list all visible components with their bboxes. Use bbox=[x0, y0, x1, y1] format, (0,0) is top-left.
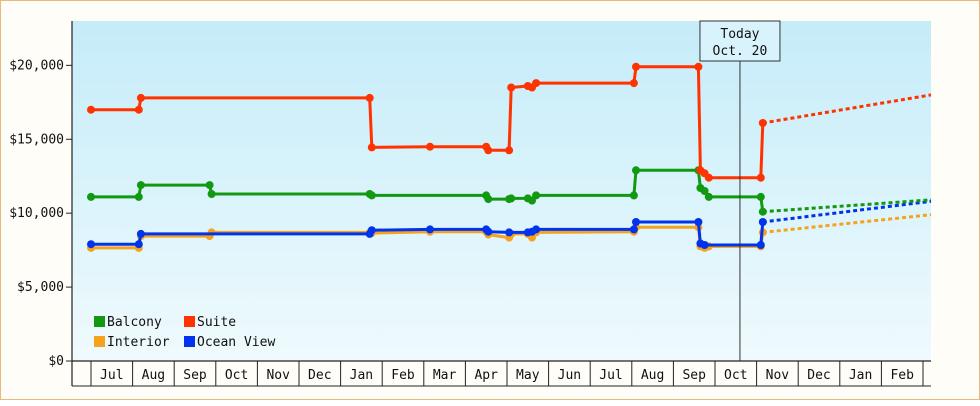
month-label: Mar bbox=[433, 368, 457, 383]
data-point bbox=[134, 192, 143, 201]
forecast-line bbox=[762, 93, 932, 125]
data-point bbox=[704, 173, 713, 182]
data-point bbox=[505, 146, 514, 155]
today-marker: Today Oct. 20 bbox=[699, 20, 781, 361]
legend-swatch bbox=[94, 316, 105, 327]
month-label: May bbox=[516, 368, 540, 383]
month-label: Nov bbox=[766, 368, 790, 383]
y-tick-label: $0 bbox=[48, 354, 64, 369]
data-point bbox=[484, 227, 493, 236]
legend-label: Balcony bbox=[107, 315, 162, 330]
data-point bbox=[365, 93, 374, 102]
data-point bbox=[632, 218, 640, 226]
month-label: Dec bbox=[807, 368, 830, 383]
today-box bbox=[699, 20, 781, 62]
month-label: Dec bbox=[308, 368, 331, 383]
data-point bbox=[87, 105, 95, 114]
data-point bbox=[632, 166, 640, 175]
data-point bbox=[704, 192, 713, 201]
legend: Balcony Suite Interior Ocean View bbox=[94, 315, 275, 350]
data-point bbox=[87, 240, 95, 249]
series-layer bbox=[87, 62, 932, 252]
data-point bbox=[532, 79, 541, 88]
month-label: Aug bbox=[142, 368, 165, 383]
data-point bbox=[134, 240, 143, 249]
legend-swatch bbox=[184, 316, 195, 327]
data-point bbox=[367, 191, 376, 200]
month-label: Jun bbox=[558, 368, 581, 383]
legend-label: Interior bbox=[107, 335, 170, 350]
y-tick-label: $15,000 bbox=[9, 132, 64, 147]
data-point bbox=[694, 62, 703, 71]
data-point bbox=[758, 218, 767, 226]
legend-swatch bbox=[94, 336, 105, 347]
axes: $0 $5,000 $10,000 $15,000 $20,000 Jul Aug Sep Oc… bbox=[9, 21, 931, 387]
series-suite bbox=[87, 62, 932, 182]
month-label: Sep bbox=[183, 368, 207, 383]
data-point bbox=[136, 93, 145, 102]
forecast-line bbox=[762, 198, 932, 214]
series-ocean-view bbox=[87, 199, 932, 249]
data-point bbox=[532, 225, 541, 234]
month-label: Oct bbox=[225, 368, 248, 383]
series-balcony bbox=[87, 166, 932, 216]
data-point bbox=[207, 190, 216, 198]
plot-area bbox=[72, 21, 931, 361]
month-label: Feb bbox=[890, 368, 914, 383]
data-point bbox=[426, 142, 434, 151]
month-label: Oct bbox=[724, 368, 747, 383]
month-label: Jan bbox=[350, 368, 373, 383]
month-label: Nov bbox=[266, 368, 290, 383]
legend-swatch bbox=[184, 336, 195, 347]
legend-label: Suite bbox=[197, 315, 236, 330]
data-point bbox=[758, 119, 767, 127]
data-point bbox=[758, 207, 767, 216]
data-point bbox=[694, 218, 703, 226]
month-label: Jul bbox=[100, 368, 123, 383]
data-point bbox=[756, 173, 765, 182]
month-label: Jan bbox=[849, 368, 872, 383]
month-label: Feb bbox=[391, 368, 415, 383]
forecast-line bbox=[762, 213, 932, 234]
y-tick-label: $5,000 bbox=[17, 280, 64, 295]
month-label: Apr bbox=[474, 368, 498, 383]
month-label: Sep bbox=[682, 368, 706, 383]
data-point bbox=[505, 228, 514, 237]
data-point bbox=[629, 191, 638, 200]
month-label: Aug bbox=[641, 368, 664, 383]
data-point bbox=[134, 105, 143, 114]
data-point bbox=[507, 194, 516, 203]
data-point bbox=[507, 83, 516, 92]
y-tick-label: $20,000 bbox=[9, 58, 64, 73]
data-point bbox=[756, 192, 765, 201]
data-point bbox=[484, 195, 493, 204]
data-point bbox=[700, 241, 709, 249]
data-point bbox=[367, 226, 376, 235]
data-point bbox=[205, 181, 214, 190]
data-point bbox=[136, 229, 145, 238]
data-point bbox=[532, 191, 541, 200]
data-point bbox=[87, 192, 95, 201]
data-point bbox=[629, 225, 638, 234]
data-point bbox=[700, 187, 709, 195]
data-point bbox=[136, 181, 145, 190]
month-label: Jul bbox=[599, 368, 622, 383]
legend-label: Ocean View bbox=[197, 335, 275, 350]
y-tick-label: $10,000 bbox=[9, 206, 64, 221]
data-point bbox=[484, 146, 493, 155]
forecast-line bbox=[762, 199, 932, 224]
data-point bbox=[629, 79, 638, 88]
today-date: Oct. 20 bbox=[713, 44, 768, 59]
data-point bbox=[426, 225, 434, 234]
data-point bbox=[756, 241, 765, 249]
today-label: Today bbox=[720, 27, 759, 42]
data-point bbox=[367, 143, 376, 152]
data-point bbox=[632, 62, 640, 71]
